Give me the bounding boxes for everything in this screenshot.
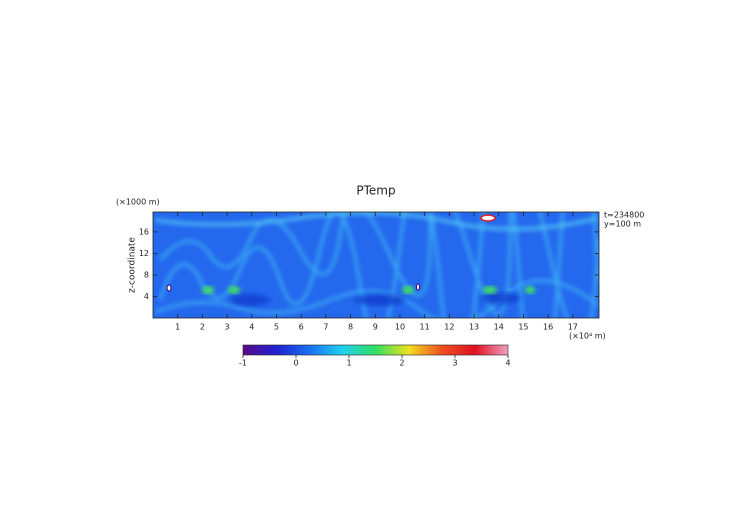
colorbar-tick-label: 0: [293, 359, 298, 368]
y-tick-label: 16: [139, 227, 149, 236]
x-tick-label: 6: [299, 323, 304, 332]
chart-title: PTemp: [356, 184, 395, 198]
x-tick-label: 16: [543, 323, 553, 332]
x-tick-label: 8: [348, 323, 353, 332]
x-tick-label: 7: [323, 323, 328, 332]
colorbar-tick-label: 1: [346, 359, 351, 368]
x-tick-label: 3: [225, 323, 230, 332]
x-tick-label: 15: [518, 323, 528, 332]
x-tick-label: 14: [494, 323, 504, 332]
y-tick-label: 4: [144, 292, 149, 301]
x-tick-label: 13: [469, 323, 479, 332]
x-tick-label: 2: [200, 323, 205, 332]
colorbar-tick-label: -1: [239, 359, 247, 368]
x-tick-label: 9: [373, 323, 378, 332]
colorbar-tick-label: 4: [505, 359, 510, 368]
plot-frame: [152, 211, 600, 319]
colorbar-tick-label: 2: [399, 359, 404, 368]
x-tick-label: 1: [175, 323, 180, 332]
x-tick-label: 12: [444, 323, 454, 332]
x-tick-label: 11: [420, 323, 430, 332]
y-tick-label: 12: [139, 249, 149, 258]
x-unit: (×10⁴ m): [569, 332, 606, 341]
x-tick-label: 10: [395, 323, 405, 332]
annotation: y=100 m: [604, 220, 641, 229]
y-unit: (×1000 m): [116, 198, 160, 207]
y-tick-label: 8: [144, 270, 149, 279]
colorbar-tick-label: 3: [452, 359, 457, 368]
annotation: t=234800: [604, 211, 644, 220]
x-tick-label: 17: [568, 323, 578, 332]
colorbar: [242, 344, 509, 356]
y-axis-label: z-coordinate: [128, 237, 138, 293]
field: [153, 212, 599, 318]
x-tick-label: 5: [274, 323, 279, 332]
x-tick-label: 4: [249, 323, 254, 332]
